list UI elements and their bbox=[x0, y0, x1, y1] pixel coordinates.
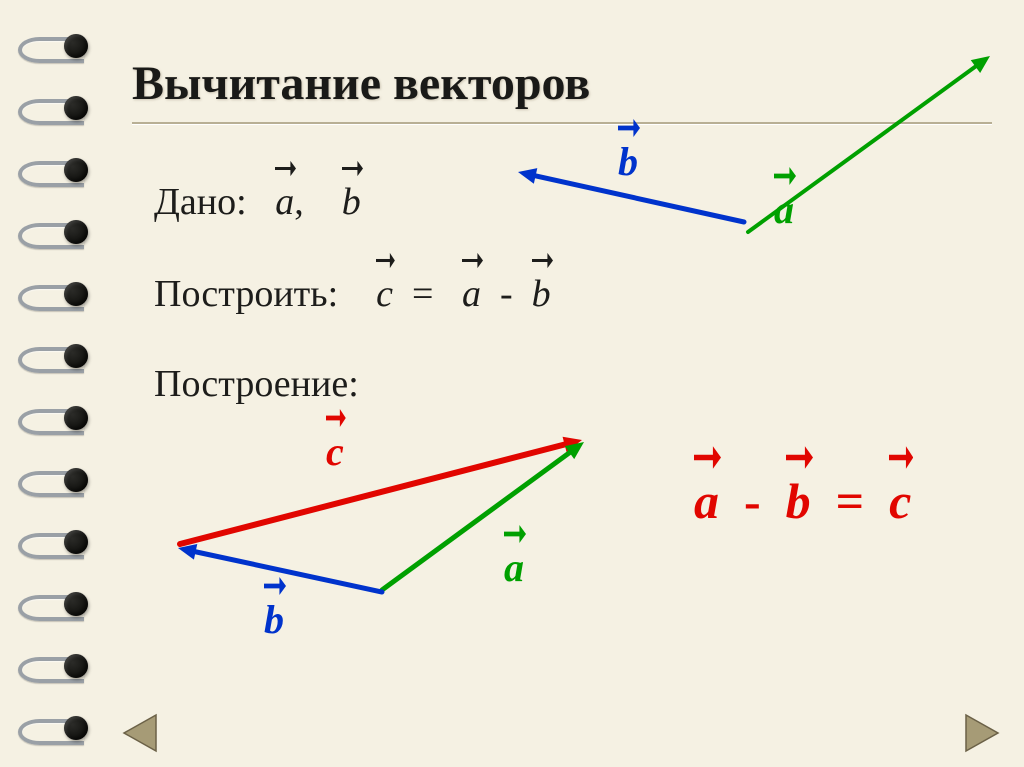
title-divider bbox=[132, 122, 992, 124]
given-label: Дано: bbox=[154, 181, 247, 223]
vector-a-symbol: a bbox=[462, 272, 481, 316]
binder-ring bbox=[14, 396, 94, 440]
construction-label: Построение: bbox=[154, 362, 359, 406]
vector-a-triangle bbox=[382, 451, 571, 590]
vector-b-symbol: b bbox=[342, 180, 361, 224]
binder-ring bbox=[14, 334, 94, 378]
slide: Вычитание векторов Дано: a , b Построить… bbox=[0, 0, 1024, 767]
binder-ring bbox=[14, 272, 94, 316]
build-label: Построить: bbox=[154, 273, 338, 315]
vector-c-triangle bbox=[180, 444, 567, 544]
slide-title: Вычитание векторов bbox=[132, 56, 590, 111]
binder-ring bbox=[14, 582, 94, 626]
binder-ring bbox=[14, 644, 94, 688]
next-button[interactable] bbox=[960, 711, 1004, 755]
content-area: Вычитание векторов Дано: a , b Построить… bbox=[118, 0, 1024, 767]
spiral-binding bbox=[0, 0, 110, 767]
vector-b-symbol: b bbox=[532, 272, 551, 316]
vector-label-a-mid: a bbox=[504, 544, 524, 591]
given-line: Дано: a , b bbox=[154, 180, 361, 224]
binder-ring bbox=[14, 86, 94, 130]
prev-button[interactable] bbox=[118, 711, 162, 755]
vector-label-a-top: a bbox=[774, 186, 794, 233]
binder-ring bbox=[14, 520, 94, 564]
vector-b-symbol: b bbox=[786, 472, 811, 530]
build-line: Построить: c = a - b bbox=[154, 272, 551, 316]
vector-label-b-top: b bbox=[618, 138, 638, 185]
binder-ring bbox=[14, 210, 94, 254]
vector-b-triangle bbox=[194, 551, 382, 592]
vector-c-symbol: c bbox=[376, 272, 393, 316]
vector-c-symbol: c bbox=[889, 472, 911, 530]
binder-ring bbox=[14, 706, 94, 750]
binder-ring bbox=[14, 24, 94, 68]
vector-a-symbol: a bbox=[694, 472, 719, 530]
vector-b-top bbox=[534, 175, 744, 222]
binder-ring bbox=[14, 148, 94, 192]
vector-label-b-bot: b bbox=[264, 596, 284, 643]
result-equation: a - b = c bbox=[694, 472, 911, 530]
binder-ring bbox=[14, 458, 94, 502]
vector-label-c-mid: c bbox=[326, 428, 344, 475]
vector-a-symbol: a bbox=[275, 180, 294, 224]
